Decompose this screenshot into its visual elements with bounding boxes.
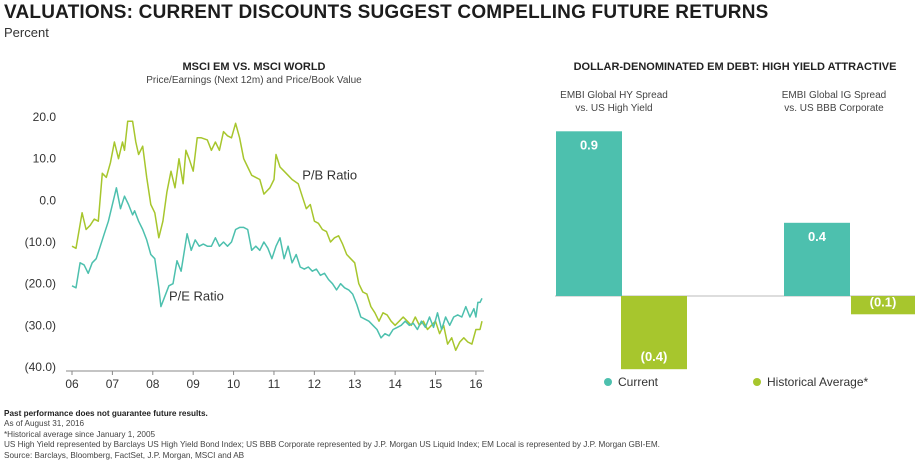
left-chart-lines bbox=[71, 120, 483, 352]
bar-value-label: 0.4 bbox=[808, 229, 827, 244]
x-tick-label: 06 bbox=[65, 377, 79, 391]
legend-current-swatch bbox=[604, 378, 612, 386]
footnote-line: Source: Barclays, Bloomberg, FactSet, J.… bbox=[4, 450, 245, 460]
bar-current bbox=[784, 222, 850, 296]
x-tick-label: 07 bbox=[106, 377, 120, 391]
annotation-label: P/E Ratio bbox=[169, 288, 224, 303]
page-title: VALUATIONS: CURRENT DISCOUNTS SUGGEST CO… bbox=[4, 2, 769, 23]
category-label: EMBI Global HY Spread bbox=[560, 90, 668, 101]
x-tick-label: 14 bbox=[388, 377, 402, 391]
category-label: vs. US BBB Corporate bbox=[784, 103, 884, 114]
x-tick-label: 08 bbox=[146, 377, 160, 391]
series-line-p-e-ratio bbox=[71, 187, 483, 339]
footnote-disclaimer: Past performance does not guarantee futu… bbox=[4, 409, 208, 418]
x-tick-label: 16 bbox=[469, 377, 483, 391]
series-line-p-b-ratio bbox=[71, 120, 483, 352]
legend-historical-label: Historical Average* bbox=[767, 375, 869, 389]
x-tick-label: 10 bbox=[227, 377, 241, 391]
y-tick-label: 0.0 bbox=[39, 193, 56, 207]
footnote-line: As of August 31, 2016 bbox=[4, 419, 85, 429]
legend-historical: Historical Average* bbox=[753, 375, 868, 389]
footnotes: Past performance does not guarantee futu… bbox=[4, 409, 660, 461]
bar-value-label: (0.1) bbox=[870, 294, 897, 309]
y-tick-label: 10.0 bbox=[33, 152, 57, 166]
x-tick-label: 11 bbox=[268, 377, 281, 391]
legend-historical-swatch bbox=[753, 378, 761, 386]
bar-historical bbox=[851, 296, 915, 315]
category-label: EMBI Global IG Spread bbox=[782, 90, 887, 101]
chart-canvas: MSCI EM VS. MSCI WORLD Price/Earnings (N… bbox=[25, 61, 915, 391]
x-tick-label: 13 bbox=[348, 377, 362, 391]
y-tick-label: (30.0) bbox=[25, 318, 56, 332]
right-chart-title: DOLLAR-DENOMINATED EM DEBT: HIGH YIELD A… bbox=[574, 61, 897, 73]
annotation-label: P/B Ratio bbox=[302, 168, 357, 183]
x-tick-label: 12 bbox=[308, 377, 322, 391]
bar-historical bbox=[621, 296, 687, 370]
y-tick-label: (20.0) bbox=[25, 277, 56, 291]
legend-current-label: Current bbox=[618, 375, 659, 389]
y-tick-label: (10.0) bbox=[25, 235, 56, 249]
bar-current bbox=[556, 131, 622, 296]
y-tick-label: (40.0) bbox=[25, 360, 56, 374]
x-tick-label: 09 bbox=[186, 377, 200, 391]
left-chart-subtitle: Price/Earnings (Next 12m) and Price/Book… bbox=[146, 75, 362, 86]
category-label: vs. US High Yield bbox=[575, 103, 652, 114]
y-tick-label: 20.0 bbox=[33, 110, 57, 124]
right-chart: EMBI Global HY Spread vs. US High Yield EM… bbox=[555, 90, 915, 370]
left-chart-axes: 20.0 10.0 0.0 (10.0) (20.0) (30.0) (40.0) 06 07 0… bbox=[25, 110, 484, 391]
x-tick-label: 15 bbox=[429, 377, 443, 391]
left-chart-annotations: P/B Ratio P/E Ratio bbox=[169, 168, 357, 304]
page-subtitle: Percent bbox=[4, 25, 49, 40]
footnote-line: US High Yield represented by Barclays US… bbox=[4, 440, 660, 450]
left-chart-title: MSCI EM VS. MSCI WORLD bbox=[183, 61, 326, 73]
footnote-line: *Historical average since January 1, 200… bbox=[4, 429, 156, 439]
bar-value-label: 0.9 bbox=[580, 137, 598, 152]
legend-current: Current bbox=[604, 375, 658, 389]
bar-value-label: (0.4) bbox=[641, 349, 668, 364]
